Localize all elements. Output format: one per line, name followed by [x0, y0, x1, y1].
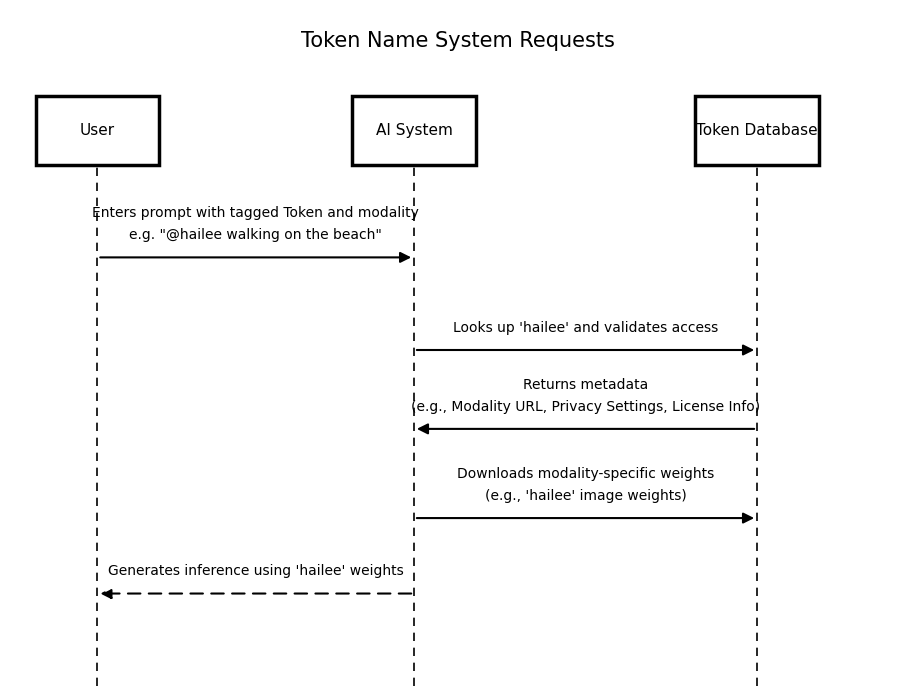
Text: Returns metadata: Returns metadata [523, 377, 649, 391]
Text: Looks up 'hailee' and validates access: Looks up 'hailee' and validates access [453, 321, 718, 335]
Text: Enters prompt with tagged Token and modality: Enters prompt with tagged Token and moda… [93, 206, 420, 220]
Bar [36, 96, 159, 164]
Text: User: User [80, 123, 115, 138]
Text: AI System: AI System [376, 123, 453, 138]
Text: Token Name System Requests: Token Name System Requests [301, 32, 615, 51]
Text: Token Database: Token Database [696, 123, 818, 138]
Text: Generates inference using 'hailee' weights: Generates inference using 'hailee' weigh… [108, 564, 404, 578]
Bar [353, 96, 475, 164]
Text: (e.g., Modality URL, Privacy Settings, License Info): (e.g., Modality URL, Privacy Settings, L… [411, 400, 760, 414]
Bar [695, 96, 819, 164]
Text: Downloads modality-specific weights: Downloads modality-specific weights [457, 467, 714, 481]
Text: (e.g., 'hailee' image weights): (e.g., 'hailee' image weights) [485, 489, 686, 503]
Text: e.g. "@hailee walking on the beach": e.g. "@hailee walking on the beach" [129, 228, 382, 242]
